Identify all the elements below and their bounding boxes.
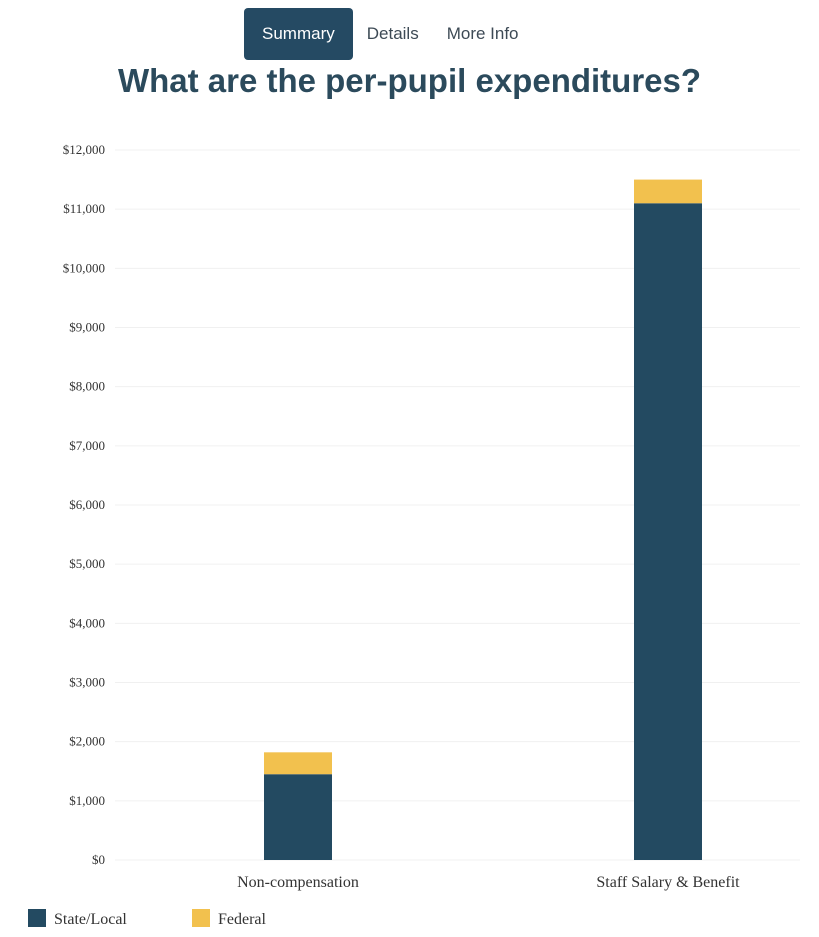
y-tick-label: $0 (92, 852, 105, 867)
bar-state-local-0[interactable] (264, 774, 332, 860)
y-tick-label: $5,000 (69, 556, 105, 571)
tab-summary[interactable]: Summary (244, 8, 353, 60)
bar-federal-0[interactable] (264, 752, 332, 775)
legend-label-state-local: State/Local (54, 911, 127, 928)
y-tick-label: $11,000 (63, 201, 105, 216)
y-tick-label: $4,000 (69, 615, 105, 630)
chart-title: What are the per-pupil expenditures? (117, 62, 702, 99)
tab-details[interactable]: Details (366, 24, 419, 43)
tab-more-info[interactable]: More Info (446, 24, 519, 43)
y-tick-label: $1,000 (69, 793, 105, 808)
legend-label-federal: Federal (218, 911, 267, 928)
y-tick-label: $8,000 (69, 379, 105, 394)
bar-state-local-1[interactable] (634, 203, 702, 860)
y-tick-label: $2,000 (69, 734, 105, 749)
y-tick-label: $12,000 (63, 142, 105, 157)
legend-swatch-federal (192, 909, 210, 927)
y-tick-label: $10,000 (63, 260, 105, 275)
y-tick-label: $9,000 (69, 320, 105, 335)
tab-bar: Summary Details More Info (244, 8, 533, 60)
legend-swatch-state-local (28, 909, 46, 927)
x-category-label: Staff Salary & Benefit (596, 874, 740, 891)
bar-federal-1[interactable] (634, 179, 702, 204)
x-category-label: Non-compensation (237, 874, 359, 891)
y-tick-label: $7,000 (69, 438, 105, 453)
y-tick-label: $3,000 (69, 675, 105, 690)
y-tick-label: $6,000 (69, 497, 105, 512)
